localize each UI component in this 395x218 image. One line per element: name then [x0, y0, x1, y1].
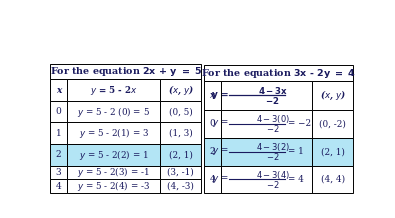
Bar — [50, 179, 67, 193]
Text: $y$ = 5 - 2(4) = -3: $y$ = 5 - 2(4) = -3 — [77, 179, 150, 193]
Bar — [203, 81, 221, 110]
Bar — [67, 123, 160, 144]
Bar — [67, 101, 160, 123]
Text: 0: 0 — [209, 119, 215, 128]
Text: $y$ = 5 - 2$x$: $y$ = 5 - 2$x$ — [90, 83, 138, 97]
Bar — [312, 138, 353, 165]
Text: = 1: = 1 — [288, 147, 304, 156]
Bar — [160, 144, 201, 165]
Bar — [160, 123, 201, 144]
Text: $y$ =: $y$ = — [212, 118, 228, 129]
Text: x: x — [56, 86, 61, 95]
Bar — [203, 165, 221, 193]
Text: $y$ =: $y$ = — [212, 146, 228, 157]
Text: 1: 1 — [56, 129, 62, 138]
Bar — [50, 144, 67, 165]
Text: $-2$: $-2$ — [266, 179, 279, 189]
Bar — [312, 165, 353, 193]
Text: (4, 4): (4, 4) — [321, 175, 345, 184]
Bar — [67, 144, 160, 165]
Text: For the equation $\mathbf{2x}$ $\mathbf{+}$ $\mathbf{y}$ $\mathbf{=}$ $\mathbf{5: For the equation $\mathbf{2x}$ $\mathbf{… — [50, 65, 202, 78]
Bar — [221, 110, 312, 138]
Bar — [50, 64, 201, 79]
Bar — [160, 179, 201, 193]
Bar — [221, 165, 312, 193]
Text: (3, -1): (3, -1) — [167, 168, 194, 177]
Bar — [203, 110, 221, 138]
Text: = −2: = −2 — [288, 119, 311, 128]
Bar — [50, 123, 67, 144]
Bar — [67, 79, 160, 101]
Bar — [67, 165, 160, 179]
Bar — [160, 101, 201, 123]
Bar — [160, 79, 201, 101]
Bar — [221, 81, 312, 110]
Bar — [221, 138, 312, 165]
Text: $-2$: $-2$ — [266, 123, 279, 134]
Text: $y$ =: $y$ = — [212, 174, 228, 185]
Text: (2, 1): (2, 1) — [321, 147, 344, 156]
Text: $-2$: $-2$ — [266, 151, 279, 162]
Text: $\mathbf{4-3x}$: $\mathbf{4-3x}$ — [258, 85, 288, 96]
Text: 4: 4 — [209, 175, 215, 184]
Text: $4−3(0)$: $4−3(0)$ — [256, 113, 290, 125]
Text: $y$ = 5 - 2(3) = -1: $y$ = 5 - 2(3) = -1 — [77, 165, 150, 179]
Text: ($x$, $y$): ($x$, $y$) — [167, 83, 194, 97]
Text: (0, 5): (0, 5) — [169, 107, 193, 116]
Text: (4, -3): (4, -3) — [167, 182, 194, 191]
Bar — [160, 165, 201, 179]
Bar — [50, 165, 67, 179]
Text: $\mathbf{y}$ =: $\mathbf{y}$ = — [211, 90, 228, 101]
Text: $\mathbf{-2}$: $\mathbf{-2}$ — [265, 95, 280, 106]
Text: (2, 1): (2, 1) — [169, 150, 193, 159]
Bar — [67, 179, 160, 193]
Text: $y$ = 5 - 2(2) = 1: $y$ = 5 - 2(2) = 1 — [79, 148, 149, 162]
Text: (0, -2): (0, -2) — [319, 119, 346, 128]
Text: (1, 3): (1, 3) — [169, 129, 193, 138]
Text: $4−3(2)$: $4−3(2)$ — [256, 141, 290, 153]
Text: $4−3(4)$: $4−3(4)$ — [256, 169, 290, 181]
Bar — [50, 79, 67, 101]
Text: x: x — [209, 91, 215, 100]
Text: = 4: = 4 — [288, 175, 304, 184]
Bar — [312, 110, 353, 138]
Text: $y$ = 5 - 2 (0) = 5: $y$ = 5 - 2 (0) = 5 — [77, 105, 150, 119]
Text: 3: 3 — [56, 168, 62, 177]
Bar — [203, 65, 353, 81]
Text: 4: 4 — [56, 182, 62, 191]
Text: $y$ = 5 - 2(1) = 3: $y$ = 5 - 2(1) = 3 — [79, 126, 149, 140]
Text: ($x$, $y$): ($x$, $y$) — [320, 89, 346, 102]
Text: For the equation $\mathbf{3x}$ - $\mathbf{2y}$ $\mathbf{=}$ $\mathbf{4}$: For the equation $\mathbf{3x}$ - $\mathb… — [201, 67, 356, 80]
Text: 2: 2 — [56, 150, 62, 159]
Text: 2: 2 — [209, 147, 215, 156]
Bar — [312, 81, 353, 110]
Bar — [203, 138, 221, 165]
Text: 0: 0 — [56, 107, 62, 116]
Bar — [50, 101, 67, 123]
